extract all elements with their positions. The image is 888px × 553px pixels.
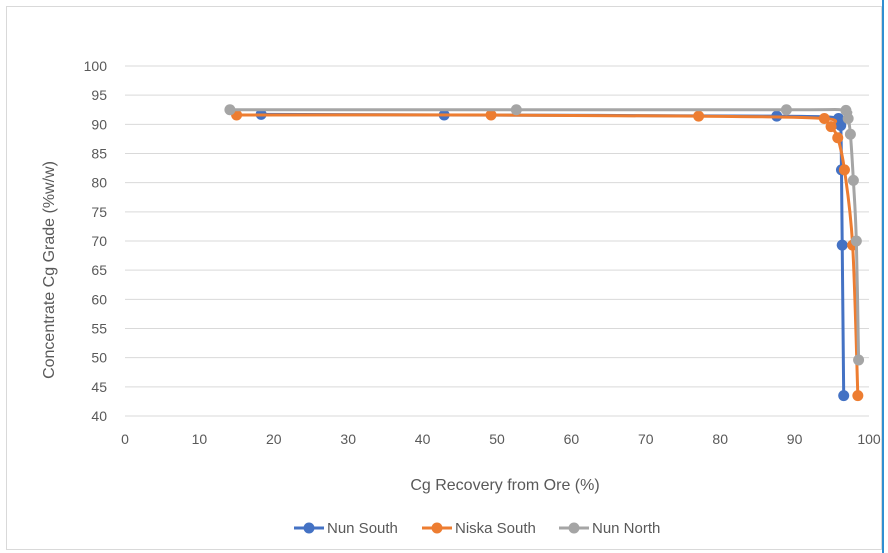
y-tick-labels: 40 45 50 55 60 65 70 75 80 85 90 95 100 [84, 58, 108, 424]
y-tick-label: 90 [91, 116, 107, 132]
legend: Nun South Niska South Nun North [294, 520, 660, 537]
legend-item-niska-south: Niska South [422, 520, 536, 537]
legend-label: Niska South [455, 520, 536, 537]
series-nun-north [224, 104, 865, 366]
gridlines [125, 65, 869, 417]
x-tick-label: 60 [564, 431, 580, 447]
chart-frame [6, 6, 882, 550]
data-point-nun-south [838, 390, 850, 402]
y-tick-label: 80 [91, 175, 107, 191]
legend-label: Nun North [592, 520, 660, 537]
y-tick-label: 60 [91, 291, 107, 307]
x-tick-label: 30 [340, 431, 356, 447]
x-tick-label: 40 [415, 431, 431, 447]
data-point-nun-south [836, 239, 848, 251]
x-tick-label: 70 [638, 431, 654, 447]
y-tick-label: 70 [91, 233, 107, 249]
series-line-nun-south [261, 112, 846, 396]
data-point-niska-south [825, 121, 837, 133]
x-tick-label: 50 [489, 431, 505, 447]
y-tick-label: 95 [91, 87, 107, 103]
legend-label: Nun South [327, 520, 398, 537]
x-tick-label: 0 [121, 431, 129, 447]
y-tick-label: 55 [91, 321, 107, 337]
data-point-nun-north [224, 104, 236, 116]
data-point-niska-south [818, 113, 830, 124]
data-point-nun-north [780, 104, 792, 116]
legend-swatch-marker [303, 522, 315, 534]
x-tick-label: 90 [787, 431, 803, 447]
x-tick-label: 20 [266, 431, 282, 447]
data-point-niska-south [832, 132, 844, 144]
legend-item-nun-north: Nun North [559, 520, 660, 537]
window-edge [882, 0, 884, 553]
x-tick-labels: 0 10 20 30 40 50 60 70 80 90 100 [121, 431, 881, 447]
series-line-niska-south [236, 113, 860, 396]
x-tick-label: 100 [857, 431, 881, 447]
data-point-niska-south [485, 109, 497, 121]
data-point-niska-south [838, 164, 850, 176]
data-point-nun-north [850, 235, 862, 247]
data-point-nun-north [842, 113, 854, 124]
data-point-nun-north [844, 128, 856, 140]
legend-swatch-marker [568, 522, 580, 534]
data-point-niska-south [852, 390, 864, 402]
legend-item-nun-south: Nun South [294, 520, 398, 537]
y-tick-label: 50 [91, 350, 107, 366]
y-tick-label: 100 [84, 58, 108, 74]
data-point-nun-north [510, 104, 522, 116]
data-point-nun-south [835, 120, 847, 131]
legend-swatch-marker [431, 522, 443, 534]
y-tick-label: 65 [91, 262, 107, 278]
data-point-nun-north [847, 174, 859, 186]
x-tick-label: 80 [712, 431, 728, 447]
data-point-nun-north [853, 354, 865, 366]
y-tick-label: 85 [91, 146, 107, 162]
series-layer [224, 104, 865, 402]
y-tick-label: 40 [91, 408, 107, 424]
y-tick-label: 75 [91, 204, 107, 220]
data-point-niska-south [693, 110, 705, 122]
x-tick-label: 10 [192, 431, 208, 447]
y-axis-title: Concentrate Cg Grade (%w/w) [41, 161, 58, 379]
y-tick-label: 45 [91, 379, 107, 395]
x-axis-title: Cg Recovery from Ore (%) [410, 477, 599, 494]
series-line-nun-north [229, 108, 861, 361]
